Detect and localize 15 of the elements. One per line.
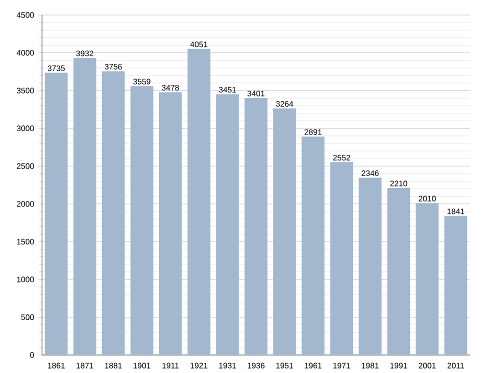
bar [158,92,182,355]
bar [273,108,296,355]
bar [188,48,210,355]
bar [330,162,354,355]
bar [130,86,154,355]
bar [444,216,468,355]
bar [73,58,96,355]
bar [387,188,410,355]
bar [302,136,324,355]
bar [102,71,125,355]
bar [244,98,268,355]
bar [44,72,68,355]
bar [358,178,382,355]
bar [416,203,439,355]
bar [216,94,239,355]
